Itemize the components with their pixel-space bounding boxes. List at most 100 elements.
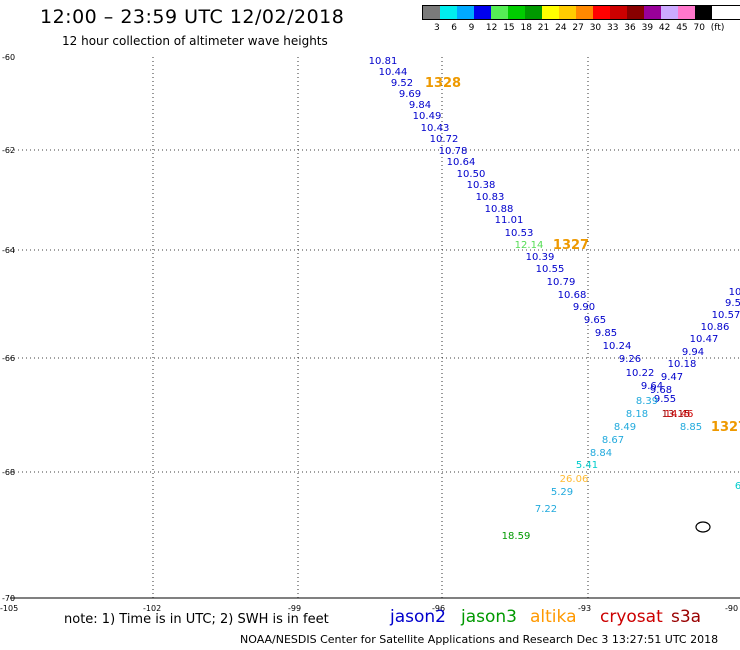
- colorbar-label: 6: [451, 23, 458, 33]
- wave-height-label: 8.18: [626, 409, 648, 420]
- colorbar-swatch: [457, 6, 474, 19]
- colorbar-label: 15: [503, 23, 515, 33]
- wave-height-label: 10.81: [369, 56, 398, 67]
- colorbar-label: 45: [676, 23, 688, 33]
- colorbar-label: 9: [468, 23, 475, 33]
- wave-height-label: 9.65: [584, 315, 606, 326]
- latitude-label: -70: [2, 594, 15, 603]
- wave-height-label: 9.94: [682, 347, 704, 358]
- wave-height-label: 6: [735, 481, 740, 492]
- longitude-label: -90: [725, 604, 738, 613]
- legend-cryosat: cryosat: [600, 607, 663, 627]
- wave-height-label: 10.49: [413, 111, 442, 122]
- wave-height-label: 10.57: [712, 310, 740, 321]
- colorbar-label: 21: [537, 23, 550, 33]
- colorbar-swatch: [525, 6, 542, 19]
- pass-time-labels: 1328 1327 1327: [425, 76, 740, 435]
- legend-altika: altika: [530, 607, 577, 627]
- colorbar-swatch: [576, 6, 593, 19]
- latitude-label: -66: [2, 354, 15, 363]
- longitude-label: -93: [578, 604, 591, 613]
- latitude-label: -68: [2, 468, 15, 477]
- credit-line: NOAA/NESDIS Center for Satellite Applica…: [240, 633, 719, 646]
- colorbar-label: 30: [589, 23, 602, 33]
- colorbar-swatch: [678, 6, 695, 19]
- pass-time-label: 1327: [553, 238, 589, 253]
- colorbar-swatch: [440, 6, 457, 19]
- legend-jason3: jason3: [461, 607, 517, 627]
- pass-time-label: 1327: [711, 420, 740, 435]
- colorbar-label: 36: [624, 23, 636, 33]
- colorbar-swatch: [491, 6, 508, 19]
- wave-height-label: 8.39: [636, 396, 658, 407]
- longitude-label: -105: [0, 604, 18, 613]
- wave-height-label: 10.86: [701, 322, 730, 333]
- footer-note: note: 1) Time is in UTC; 2) SWH is in fe…: [64, 612, 329, 627]
- wave-height-label: 9.47: [661, 372, 683, 383]
- latitude-label: -62: [2, 146, 15, 155]
- wave-height-label: 9.5: [725, 298, 740, 309]
- colorbar-swatches: [422, 5, 740, 20]
- wave-height-label: 10.50: [457, 169, 486, 180]
- colorbar-swatch: [610, 6, 627, 19]
- wave-height-label: 10.39: [526, 252, 555, 263]
- wave-height-label: 10.68: [558, 290, 587, 301]
- legend-s3a: s3a: [671, 607, 702, 627]
- wave-height-label: 9.64: [641, 381, 663, 392]
- wave-height-label: 9.55: [654, 394, 676, 405]
- longitude-label: -96: [432, 604, 445, 613]
- colorbar-swatch: [644, 6, 661, 19]
- wave-height-label: 11.01: [495, 215, 524, 226]
- wave-height-label: 10.55: [536, 264, 565, 275]
- wave-height-label: 9.68: [650, 385, 672, 396]
- colorbar-swatch: [593, 6, 610, 19]
- wave-height-label: 5.41: [576, 460, 598, 471]
- wave-height-colorbar: 3 6 9 12 15 18 21 24 27 30 33 36 39 42 45 70 (ft): [422, 5, 740, 37]
- wave-height-label: 8.49: [614, 422, 636, 433]
- colorbar-swatch: [508, 6, 525, 19]
- page-title: 12:00 – 23:59 UTC 12/02/2018: [40, 6, 345, 28]
- axis-labels: -60 -62 -64 -66 -68 -70-105 -102 -99 -96 -93 -90: [0, 53, 738, 613]
- wave-height-label: 10.47: [690, 334, 719, 345]
- wave-height-label: 10.78: [439, 146, 468, 157]
- wave-height-label: 9.26: [619, 354, 641, 365]
- latitude-label: -60: [2, 53, 15, 62]
- wave-height-label: 10.18: [668, 359, 697, 370]
- wave-height-label: 9.85: [595, 328, 617, 339]
- wave-height-label: 26.06: [560, 474, 589, 485]
- wave-height-label: 18.59: [502, 531, 531, 542]
- wave-height-label: 10: [729, 287, 740, 298]
- colorbar-label: 3: [434, 23, 440, 33]
- colorbar-swatch: [695, 6, 712, 19]
- island-outline: [695, 521, 711, 533]
- wave-height-label: 10.83: [476, 192, 505, 203]
- wave-height-label: 12.14: [515, 240, 544, 251]
- wave-height-label: 9.84: [409, 100, 431, 111]
- longitude-label: -102: [143, 604, 161, 613]
- wave-height-label: 10.72: [430, 134, 459, 145]
- wave-height-label: 8.67: [602, 435, 624, 446]
- longitude-label: -99: [288, 604, 301, 613]
- wave-height-label: 10.43: [421, 123, 450, 134]
- colorbar-label: 42: [658, 23, 671, 33]
- colorbar-swatch: [661, 6, 678, 19]
- wave-height-label: 10.88: [485, 204, 514, 215]
- wave-height-label: 10.64: [447, 157, 476, 168]
- wave-height-label: 13.15: [662, 409, 691, 420]
- colorbar-label: (ft): [710, 23, 725, 33]
- colorbar-swatch: [559, 6, 576, 19]
- colorbar-swatch: [423, 6, 440, 19]
- page-subtitle: 12 hour collection of altimeter wave hei…: [62, 34, 328, 48]
- wave-height-label: 10.53: [505, 228, 534, 239]
- legend-jason2: jason2: [390, 607, 446, 627]
- latitude-label: -64: [2, 246, 15, 255]
- colorbar-label: 12: [485, 23, 498, 33]
- wave-height-label: 10.44: [379, 67, 408, 78]
- wave-height-label: 7.22: [535, 504, 557, 515]
- wave-height-label: 9.90: [573, 302, 595, 313]
- colorbar-labels: 3 6 9 12 15 18 21 24 27 30 33 36 39 42 45 70 (ft): [422, 23, 740, 37]
- pass-time-label: 1328: [425, 76, 461, 91]
- wave-height-label: 8.84: [590, 448, 612, 459]
- colorbar-label: 18: [520, 23, 532, 33]
